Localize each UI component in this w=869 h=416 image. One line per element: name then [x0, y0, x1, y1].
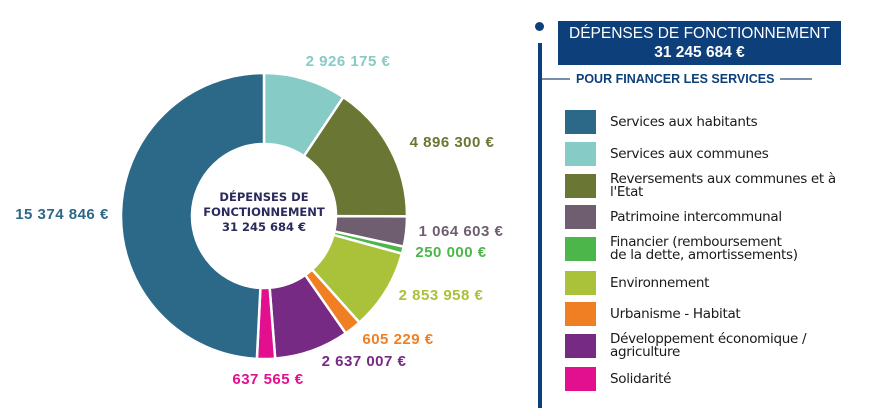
legend-item: Développement économique / agriculture [565, 331, 807, 360]
legend-item: Environnement [565, 271, 709, 295]
legend-label: Environnement [610, 274, 710, 291]
value-labels: 2 926 175 € 4 896 300 € 1 064 603 € 250 000… [15, 53, 503, 388]
legend-header-total: 31 245 684 € [654, 44, 745, 61]
legend-subtitle: POUR FINANCER LES SERVICES [576, 72, 775, 86]
legend-item: Urbanisme - Habitat [565, 302, 741, 326]
legend-label: Reversements aux communes et à l'Etat [610, 171, 836, 200]
center-total: 31 245 684 € [222, 220, 306, 234]
legend-swatch [565, 302, 596, 326]
donut-center-text: DÉPENSES DE FONCTIONNEMENT 31 245 684 € [203, 189, 325, 234]
legend-label: Solidarité [610, 370, 672, 387]
legend-label: Services aux communes [610, 145, 769, 162]
legend-label: Services aux habitants [610, 113, 758, 130]
donut-slice [119, 71, 266, 361]
center-title-line2: FONCTIONNEMENT [203, 205, 325, 219]
legend-label: Patrimoine intercommunal [610, 208, 782, 225]
donut-slices [119, 71, 409, 361]
legend-header: DÉPENSES DE FONCTIONNEMENT 31 245 684 € [558, 21, 841, 65]
center-title-line1: DÉPENSES DE [219, 189, 308, 204]
slice-value-label: 637 565 € [232, 371, 303, 388]
legend-swatch [565, 271, 596, 295]
subtitle-rule-right [780, 78, 813, 80]
legend-panel: DÉPENSES DE FONCTIONNEMENT 31 245 684 € … [533, 18, 869, 416]
slice-value-label: 1 064 603 € [419, 223, 504, 240]
legend-swatch [565, 174, 596, 198]
legend-swatch [565, 110, 596, 134]
slice-value-label: 605 229 € [362, 331, 433, 348]
slice-value-label: 4 896 300 € [410, 134, 495, 151]
slice-value-label: 2 853 958 € [399, 287, 484, 304]
legend-item: Services aux habitants [565, 110, 758, 134]
slice-value-label: 2 637 007 € [322, 353, 407, 370]
legend-item: Solidarité [565, 367, 671, 391]
legend-label: Développement économique / agriculture [610, 331, 807, 360]
legend-header-title: DÉPENSES DE FONCTIONNEMENT [569, 25, 830, 42]
slice-value-label: 250 000 € [415, 244, 486, 261]
legend-swatch [565, 205, 596, 229]
donut-chart: 2 926 175 € 4 896 300 € 1 064 603 € 250 000… [15, 53, 503, 388]
legend-swatch [565, 367, 596, 391]
legend-label: Financier (remboursement de la dette, am… [610, 234, 798, 263]
legend-item: Patrimoine intercommunal [565, 205, 782, 229]
legend-item: Services aux communes [565, 142, 769, 166]
legend-subtitle-row: POUR FINANCER LES SERVICES [542, 70, 847, 88]
legend-swatch [565, 237, 596, 261]
legend-swatch [565, 142, 596, 166]
legend-label: Urbanisme - Habitat [610, 305, 741, 322]
legend-item: Reversements aux communes et à l'Etat [565, 171, 865, 200]
timeline-dot [535, 22, 544, 31]
slice-value-label: 2 926 175 € [306, 53, 391, 70]
slice-value-label: 15 374 846 € [15, 206, 109, 223]
legend-item: Financier (remboursement de la dette, am… [565, 234, 798, 263]
legend-swatch [565, 334, 596, 358]
timeline-line [538, 43, 542, 408]
subtitle-rule-left [542, 78, 570, 80]
